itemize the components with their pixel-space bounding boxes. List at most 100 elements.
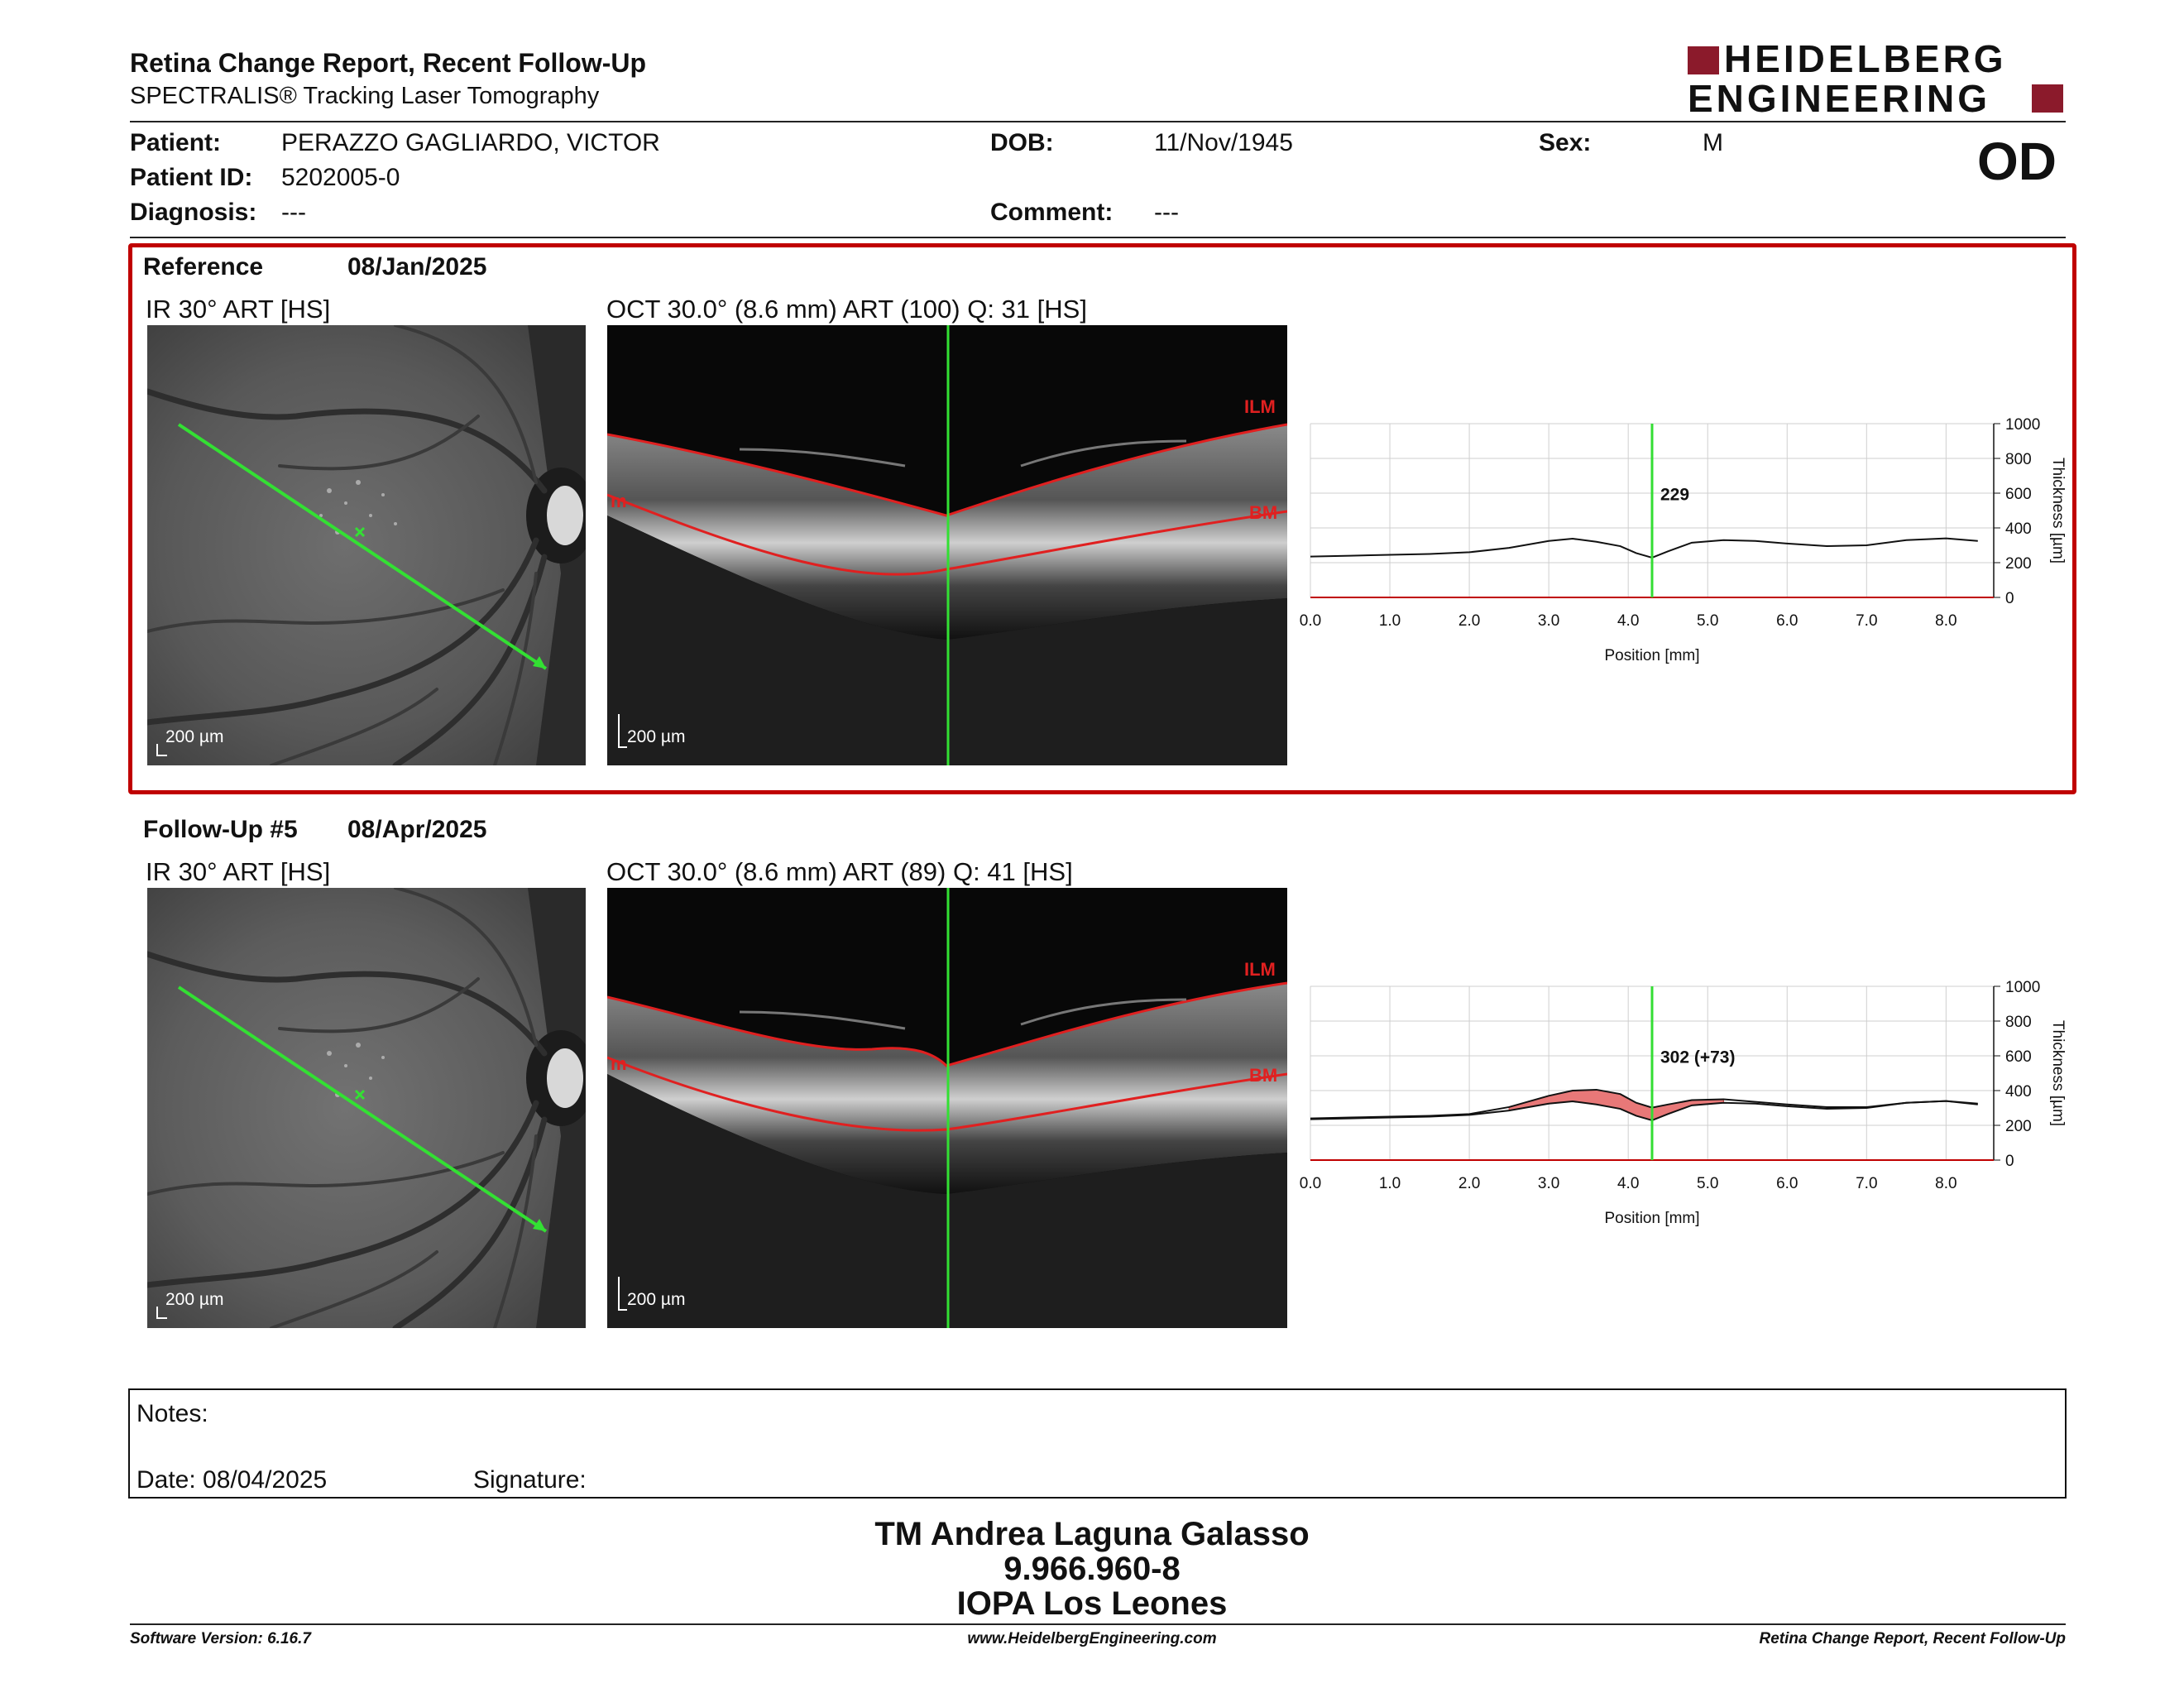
patient-name: PERAZZO GAGLIARDO, VICTOR bbox=[281, 129, 660, 156]
x-tick-label: 8.0 bbox=[1935, 612, 1956, 630]
x-tick-label: 2.0 bbox=[1458, 612, 1480, 630]
x-axis-label: Position [mm] bbox=[1604, 647, 1699, 664]
x-tick-label: 4.0 bbox=[1617, 612, 1639, 630]
thickness-line bbox=[1310, 1088, 1978, 1120]
ir-caption: IR 30° ART [HS] bbox=[146, 857, 331, 886]
comment-label: Comment: bbox=[990, 199, 1114, 226]
heidelberg-logo: HEIDELBERG ENGINEERING bbox=[1688, 38, 2068, 120]
x-axis-label: Position [mm] bbox=[1604, 1210, 1699, 1227]
signoff-institution: IOPA Los Leones bbox=[956, 1585, 1228, 1622]
logo-square-icon bbox=[2032, 84, 2063, 113]
oct-bscan-image[interactable]: ILM BM m 200 µm bbox=[607, 325, 1287, 765]
signoff-name: TM Andrea Laguna Galasso bbox=[874, 1516, 1310, 1552]
x-tick-label: 7.0 bbox=[1856, 1175, 1877, 1192]
footer-report-name: Retina Change Report, Recent Follow-Up bbox=[1759, 1630, 2066, 1647]
reference-panel bbox=[128, 243, 2076, 794]
ir-scale-label: 200 µm bbox=[165, 1290, 224, 1309]
bm-label-left: m bbox=[611, 491, 627, 511]
x-tick-label: 6.0 bbox=[1776, 1175, 1798, 1192]
ir-fundus-image[interactable]: 200 µm bbox=[147, 888, 586, 1328]
y-tick-label: 600 bbox=[2005, 1048, 2032, 1066]
oct-caption: OCT 30.0° (8.6 mm) ART (89) Q: 41 [HS] bbox=[606, 857, 1073, 886]
fundus-drawing bbox=[147, 325, 586, 765]
x-tick-label: 5.0 bbox=[1697, 612, 1718, 630]
y-tick-label: 800 bbox=[2005, 451, 2032, 468]
diagnosis-label: Diagnosis: bbox=[130, 199, 257, 226]
x-tick-label: 5.0 bbox=[1697, 1175, 1718, 1192]
notes-box[interactable]: Notes: Date: 08/04/2025 Signature: bbox=[128, 1388, 2067, 1499]
x-tick-label: 6.0 bbox=[1776, 612, 1798, 630]
cursor-value-label: 302 (+73) bbox=[1660, 1048, 1735, 1067]
x-tick-label: 4.0 bbox=[1617, 1175, 1639, 1192]
logo-text-line1: HEIDELBERG bbox=[1724, 37, 2007, 80]
software-version: Software Version: 6.16.7 bbox=[130, 1630, 311, 1647]
ir-fundus-image[interactable]: 200 µm bbox=[147, 325, 586, 765]
website-link[interactable]: www.HeidelbergEngineering.com bbox=[967, 1630, 1217, 1647]
ilm-label: ILM bbox=[1244, 396, 1276, 417]
x-tick-label: 0.0 bbox=[1300, 1175, 1321, 1192]
reference-label: Reference bbox=[143, 253, 264, 281]
x-tick-label: 1.0 bbox=[1379, 612, 1401, 630]
sex-label: Sex: bbox=[1539, 129, 1592, 156]
x-tick-label: 7.0 bbox=[1856, 612, 1877, 630]
x-tick-label: 2.0 bbox=[1458, 1175, 1480, 1192]
followup-date: 08/Apr/2025 bbox=[347, 816, 487, 843]
thickness-line bbox=[1310, 1100, 1978, 1121]
patient-id: 5202005-0 bbox=[281, 164, 400, 191]
eye-indicator: OD bbox=[1977, 132, 2057, 191]
signature-label: Signature: bbox=[473, 1466, 587, 1494]
footer-divider bbox=[130, 1623, 2066, 1625]
y-tick-label: 1000 bbox=[2005, 979, 2040, 996]
oct-scale-label: 200 µm bbox=[627, 1290, 686, 1309]
y-tick-label: 400 bbox=[2005, 520, 2032, 538]
oct-drawing bbox=[607, 888, 1287, 1328]
y-tick-label: 600 bbox=[2005, 486, 2032, 503]
y-axis-label: Thickness [µm] bbox=[2049, 1020, 2067, 1126]
y-axis-label: Thickness [µm] bbox=[2049, 458, 2067, 563]
oct-scale-label: 200 µm bbox=[627, 727, 686, 746]
x-tick-label: 3.0 bbox=[1538, 1175, 1559, 1192]
y-tick-label: 0 bbox=[2005, 590, 2014, 607]
y-tick-label: 400 bbox=[2005, 1083, 2032, 1101]
thickness-chart-reference: 0.0 1.0 2.0 3.0 4.0 5.0 6.0 7.0 8.0 0 200 400 600 800… bbox=[1300, 416, 2067, 664]
report-subtitle: SPECTRALIS® Tracking Laser Tomography bbox=[130, 83, 600, 109]
logo-square-icon bbox=[1688, 46, 1719, 74]
bm-label: BM bbox=[1249, 502, 1278, 523]
y-tick-label: 800 bbox=[2005, 1014, 2032, 1031]
dob-value: 11/Nov/1945 bbox=[1154, 129, 1293, 156]
y-tick-label: 0 bbox=[2005, 1153, 2014, 1170]
ir-scale-label: 200 µm bbox=[165, 727, 224, 746]
dob-label: DOB: bbox=[990, 129, 1054, 156]
comment-value: --- bbox=[1154, 199, 1179, 226]
y-tick-label: 1000 bbox=[2005, 416, 2040, 434]
sex-value: M bbox=[1703, 129, 1723, 156]
oct-drawing bbox=[607, 325, 1287, 765]
patient-label: Patient: bbox=[130, 129, 222, 156]
patient-divider bbox=[130, 237, 2066, 238]
ilm-label: ILM bbox=[1244, 959, 1276, 980]
thickness-line bbox=[1310, 537, 1978, 559]
x-tick-label: 8.0 bbox=[1935, 1175, 1956, 1192]
y-tick-label: 200 bbox=[2005, 555, 2032, 573]
bm-label: BM bbox=[1249, 1065, 1278, 1086]
fundus-drawing bbox=[147, 888, 586, 1328]
notes-date: Date: 08/04/2025 bbox=[136, 1466, 328, 1494]
x-tick-label: 0.0 bbox=[1300, 612, 1321, 630]
ir-caption: IR 30° ART [HS] bbox=[146, 295, 331, 324]
cursor-value-label: 229 bbox=[1660, 485, 1689, 504]
followup-label: Follow-Up #5 bbox=[143, 816, 298, 843]
report-title: Retina Change Report, Recent Follow-Up bbox=[130, 48, 647, 78]
diagnosis-value: --- bbox=[281, 199, 306, 226]
y-tick-label: 200 bbox=[2005, 1118, 2032, 1135]
x-tick-label: 3.0 bbox=[1538, 612, 1559, 630]
bm-label-left: m bbox=[611, 1053, 627, 1074]
logo-text-line2: ENGINEERING bbox=[1688, 77, 1991, 120]
header-divider bbox=[130, 121, 2066, 122]
reference-date: 08/Jan/2025 bbox=[347, 253, 487, 281]
oct-bscan-image[interactable]: ILM BM m 200 µm bbox=[607, 888, 1287, 1328]
patient-id-label: Patient ID: bbox=[130, 164, 253, 191]
x-tick-label: 1.0 bbox=[1379, 1175, 1401, 1192]
signoff-id: 9.966.960-8 bbox=[1003, 1551, 1181, 1587]
thickness-chart-followup: 0.0 1.0 2.0 3.0 4.0 5.0 6.0 7.0 8.0 0 200 400 600 800… bbox=[1300, 979, 2067, 1227]
notes-label: Notes: bbox=[136, 1400, 208, 1427]
